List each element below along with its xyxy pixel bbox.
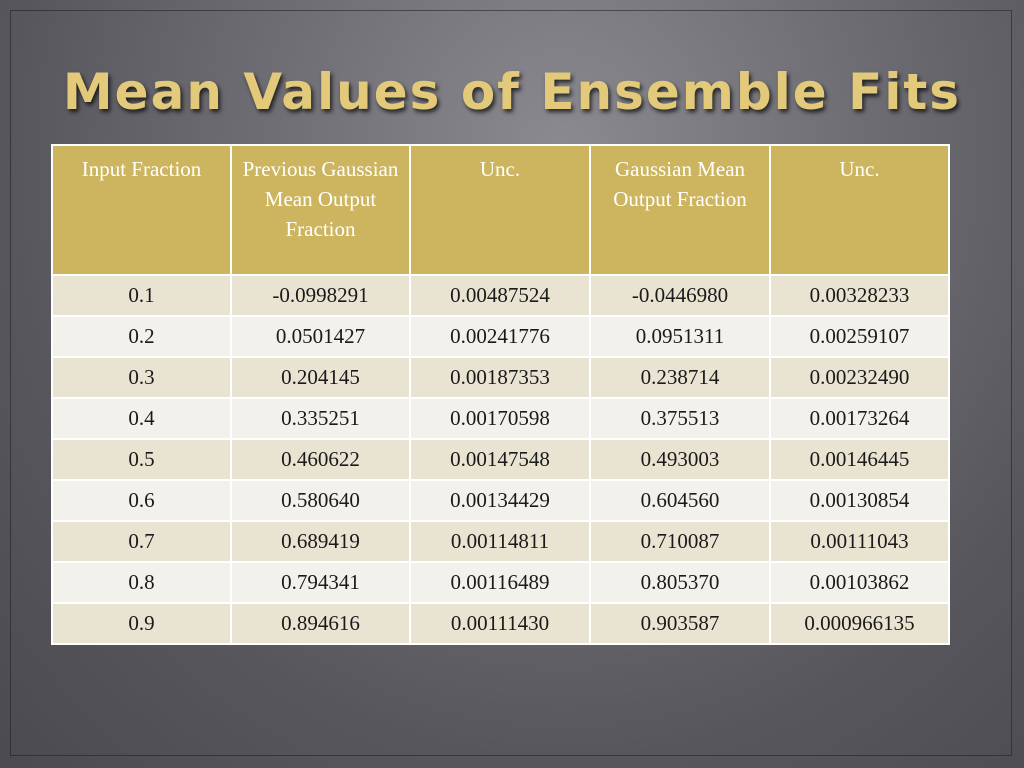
cell-previous-mean: 0.894616 [230,602,411,645]
cell-input-fraction: 0.2 [51,315,232,358]
table-row: 0.3 0.204145 0.00187353 0.238714 0.00232… [51,356,950,399]
cell-previous-mean: 0.460622 [230,438,411,481]
cell-previous-unc: 0.00114811 [409,520,591,563]
table-row: 0.9 0.894616 0.00111430 0.903587 0.00096… [51,602,950,645]
cell-previous-unc: 0.00241776 [409,315,591,358]
cell-previous-mean: 0.689419 [230,520,411,563]
header-unc: Unc. [769,144,950,276]
cell-input-fraction: 0.3 [51,356,232,399]
cell-previous-unc: 0.00170598 [409,397,591,440]
cell-previous-unc: 0.00116489 [409,561,591,604]
cell-input-fraction: 0.7 [51,520,232,563]
cell-previous-unc: 0.00487524 [409,274,591,317]
header-input-fraction: Input Fraction [51,144,232,276]
cell-input-fraction: 0.1 [51,274,232,317]
cell-gaussian-mean: -0.0446980 [589,274,771,317]
cell-input-fraction: 0.9 [51,602,232,645]
table-row: 0.7 0.689419 0.00114811 0.710087 0.00111… [51,520,950,563]
table-row: 0.2 0.0501427 0.00241776 0.0951311 0.002… [51,315,950,358]
cell-unc: 0.00111043 [769,520,950,563]
cell-previous-unc: 0.00147548 [409,438,591,481]
table-row: 0.1 -0.0998291 0.00487524 -0.0446980 0.0… [51,274,950,317]
table-row: 0.5 0.460622 0.00147548 0.493003 0.00146… [51,438,950,481]
header-previous-gaussian-mean: Previous Gaussian Mean Output Fraction [230,144,411,276]
cell-gaussian-mean: 0.0951311 [589,315,771,358]
cell-gaussian-mean: 0.710087 [589,520,771,563]
cell-input-fraction: 0.6 [51,479,232,522]
cell-unc: 0.00103862 [769,561,950,604]
cell-unc: 0.00130854 [769,479,950,522]
cell-input-fraction: 0.4 [51,397,232,440]
results-table: Input Fraction Previous Gaussian Mean Ou… [51,144,950,645]
cell-gaussian-mean: 0.375513 [589,397,771,440]
cell-previous-mean: 0.204145 [230,356,411,399]
cell-gaussian-mean: 0.903587 [589,602,771,645]
cell-previous-mean: 0.794341 [230,561,411,604]
cell-unc: 0.00173264 [769,397,950,440]
cell-previous-mean: 0.580640 [230,479,411,522]
table-row: 0.8 0.794341 0.00116489 0.805370 0.00103… [51,561,950,604]
cell-previous-mean: -0.0998291 [230,274,411,317]
cell-gaussian-mean: 0.493003 [589,438,771,481]
cell-unc: 0.00259107 [769,315,950,358]
header-row: Input Fraction Previous Gaussian Mean Ou… [51,144,950,276]
cell-previous-mean: 0.335251 [230,397,411,440]
table-row: 0.4 0.335251 0.00170598 0.375513 0.00173… [51,397,950,440]
table-row: 0.6 0.580640 0.00134429 0.604560 0.00130… [51,479,950,522]
cell-gaussian-mean: 0.805370 [589,561,771,604]
slide-title: Mean Values of Ensemble Fits [62,63,962,121]
cell-previous-unc: 0.00187353 [409,356,591,399]
cell-gaussian-mean: 0.238714 [589,356,771,399]
cell-unc: 0.00328233 [769,274,950,317]
cell-previous-mean: 0.0501427 [230,315,411,358]
cell-unc: 0.00232490 [769,356,950,399]
cell-gaussian-mean: 0.604560 [589,479,771,522]
header-previous-unc: Unc. [409,144,591,276]
cell-unc: 0.000966135 [769,602,950,645]
cell-unc: 0.00146445 [769,438,950,481]
cell-previous-unc: 0.00134429 [409,479,591,522]
cell-input-fraction: 0.8 [51,561,232,604]
cell-previous-unc: 0.00111430 [409,602,591,645]
header-gaussian-mean: Gaussian Mean Output Fraction [589,144,771,276]
cell-input-fraction: 0.5 [51,438,232,481]
